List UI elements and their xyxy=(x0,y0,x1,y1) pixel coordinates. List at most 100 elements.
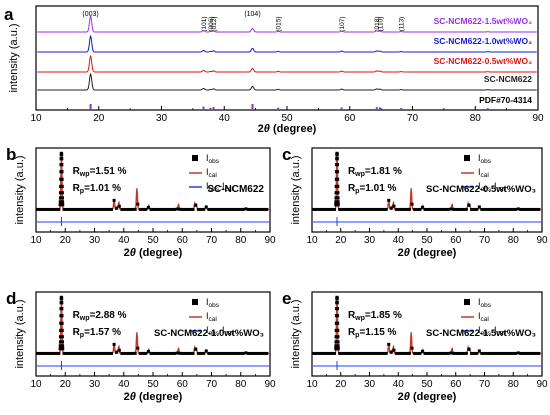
observed-point xyxy=(389,206,393,210)
observed-point xyxy=(407,351,411,355)
legend-calculated-text: Ical xyxy=(478,311,489,323)
observed-point xyxy=(257,351,261,355)
legend-i: I xyxy=(206,297,209,307)
r-letter: R xyxy=(348,166,356,177)
observed-point xyxy=(334,200,338,204)
observed-point xyxy=(96,351,100,355)
observed-point xyxy=(99,351,103,355)
x-tick-label: 30 xyxy=(156,113,168,124)
observed-point xyxy=(446,351,450,355)
observed-point xyxy=(387,198,391,202)
observed-point xyxy=(94,351,98,355)
observed-point xyxy=(423,351,427,355)
x-tick-label: 70 xyxy=(206,235,218,246)
observed-point xyxy=(202,351,206,355)
observed-point xyxy=(361,351,365,355)
x-tick-label: 50 xyxy=(421,379,433,390)
observed-point xyxy=(415,207,419,211)
observed-point xyxy=(138,351,142,355)
observed-point xyxy=(194,347,198,351)
observed-point xyxy=(73,207,77,211)
series-label: SC-NCM622-1.5wt%WO₃ xyxy=(434,16,532,26)
y-axis-label: intensity (a.u.) xyxy=(290,299,302,368)
observed-point xyxy=(526,351,530,355)
observed-point xyxy=(191,351,195,355)
observed-point xyxy=(400,351,404,355)
observed-point xyxy=(483,351,486,355)
x-axis-label-theta: θ xyxy=(404,391,410,403)
x-tick-label: 10 xyxy=(30,379,42,390)
observed-point xyxy=(165,351,169,355)
observed-point xyxy=(60,196,64,200)
observed-point xyxy=(83,351,87,355)
observed-point xyxy=(335,162,339,167)
observed-point xyxy=(335,177,340,181)
observed-point xyxy=(44,351,48,355)
observed-point xyxy=(325,207,329,211)
observed-point xyxy=(36,351,40,355)
observed-point xyxy=(58,203,62,207)
observed-point xyxy=(335,314,340,318)
observed-point xyxy=(488,207,492,211)
peak-label: (110) xyxy=(377,17,384,32)
observed-point xyxy=(336,328,340,333)
observed-point xyxy=(317,351,321,355)
observed-point xyxy=(144,351,148,355)
observed-point xyxy=(472,207,476,211)
observed-point xyxy=(470,207,474,211)
observed-point xyxy=(59,191,63,195)
observed-point xyxy=(175,351,179,355)
observed-point xyxy=(532,207,536,211)
x-axis-label: 2θ (degree) xyxy=(124,391,183,403)
r-subscript: wp xyxy=(79,171,90,178)
observed-point xyxy=(444,207,448,211)
panel-letter: c xyxy=(282,145,291,164)
observed-point xyxy=(475,207,479,211)
observed-point xyxy=(503,351,507,355)
x-tick-label: 20 xyxy=(93,113,105,124)
observed-point xyxy=(162,207,166,211)
legend-sub: cal xyxy=(209,172,218,179)
x-axis-label-theta: θ xyxy=(130,391,136,403)
observed-point xyxy=(115,206,119,210)
observed-point xyxy=(351,207,355,211)
observed-point xyxy=(54,207,58,211)
observed-point xyxy=(225,207,229,211)
observed-point xyxy=(508,351,512,355)
x-tick-label: 20 xyxy=(335,379,347,390)
observed-point xyxy=(60,314,64,318)
x-tick-label: 10 xyxy=(30,113,42,124)
panel-a: a 10 20 30 40 50 60 70 80 90 intensity (a.u.) 2θ (d… xyxy=(4,5,544,135)
observed-point xyxy=(516,351,520,355)
observed-point xyxy=(335,306,339,311)
observed-point xyxy=(397,351,401,355)
observed-point xyxy=(402,351,406,355)
observed-point xyxy=(392,348,396,352)
observed-point xyxy=(117,348,121,352)
x-tick-label: 60 xyxy=(450,235,462,246)
x-axis-label-part: 2 xyxy=(258,123,264,135)
observed-point xyxy=(475,351,479,355)
observed-point xyxy=(62,351,66,355)
x-tick-label: 40 xyxy=(118,379,130,390)
observed-point xyxy=(336,191,340,195)
observed-point xyxy=(426,351,430,355)
observed-point xyxy=(314,351,318,355)
x-tick-label: 70 xyxy=(407,113,419,124)
peak-label: (003) xyxy=(82,11,98,18)
legend-sep: -I xyxy=(491,181,497,191)
x-tick-label: 90 xyxy=(264,235,276,246)
observed-point xyxy=(405,207,409,211)
observed-point xyxy=(88,207,92,211)
x-axis-label-part: 2 xyxy=(124,391,130,403)
legend-calculated-text: Ical xyxy=(206,167,217,179)
observed-point xyxy=(402,207,406,211)
observed-point xyxy=(86,351,90,355)
panel-c: c 10 20 30 40 50 60 70 80 90 intensity (a.u.) 2θ (d… xyxy=(282,145,548,259)
observed-point xyxy=(327,207,331,211)
observed-point xyxy=(439,207,443,211)
x-tick-label: 20 xyxy=(60,235,72,246)
observed-point xyxy=(343,207,347,211)
observed-point xyxy=(420,205,424,209)
